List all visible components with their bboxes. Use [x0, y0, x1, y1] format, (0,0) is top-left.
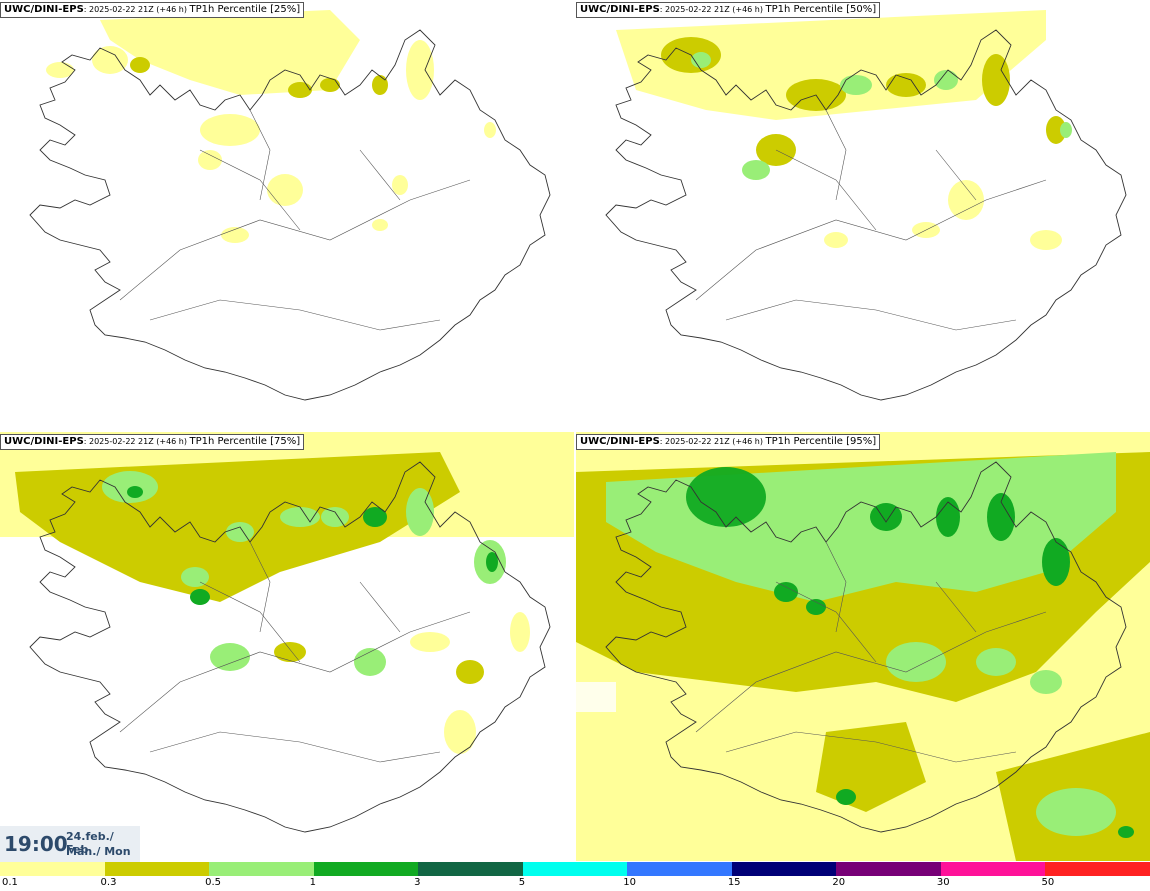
color-legend: 0.1 0.3 0.5 1 3 5 10 15 20 30 50: [0, 862, 1150, 891]
legend-label: 30: [936, 877, 950, 888]
valid-time-box: 19:00 24.feb./ Feb Mán./ Mon: [0, 826, 140, 862]
legend-swatch: [209, 862, 315, 876]
legend-label: 5: [518, 877, 526, 888]
coastline: [29, 461, 551, 833]
legend-swatch: [0, 862, 106, 876]
coastline: [605, 461, 1127, 833]
legend-swatch: [522, 862, 629, 876]
legend-label: 50: [1041, 877, 1055, 888]
legend-swatch: [104, 862, 211, 876]
legend-label: 1: [309, 877, 316, 888]
precip-map-p25: [29, 10, 551, 401]
panel-title: UWC/DINI-EPS: 2025-02-22 21Z (+46 h) TP1…: [0, 434, 305, 450]
precip-map-p50: [605, 10, 1127, 401]
legend-label: 15: [727, 877, 741, 888]
panel-title: UWC/DINI-EPS: 2025-02-22 21Z (+46 h) TP1…: [576, 2, 881, 18]
map-panel-p75: UWC/DINI-EPS: 2025-02-22 21Z (+46 h) TP1…: [0, 432, 574, 861]
legend-swatch: [940, 862, 1047, 876]
valid-hour: 19:00: [4, 832, 68, 856]
legend-label: 3: [414, 877, 421, 888]
valid-weekday: Mán./ Mon: [66, 845, 131, 858]
legend-label: 20: [832, 877, 846, 888]
legend-swatch: [627, 862, 733, 876]
valid-date: 24.feb./ Feb: [66, 830, 114, 856]
legend-swatch: [313, 862, 420, 876]
legend-label: 10: [623, 877, 636, 888]
map-panel-p50: UWC/DINI-EPS: 2025-02-22 21Z (+46 h) TP1…: [576, 0, 1150, 429]
map-panel-p95: UWC/DINI-EPS: 2025-02-22 21Z (+46 h) TP1…: [576, 432, 1150, 861]
legend-swatch: [1045, 862, 1150, 876]
panel-title: UWC/DINI-EPS: 2025-02-22 21Z (+46 h) TP1…: [576, 434, 881, 450]
panel-title: UWC/DINI-EPS: 2025-02-22 21Z (+46 h) TP1…: [0, 2, 305, 18]
coastline: [29, 29, 551, 401]
legend-swatch: [836, 862, 942, 876]
map-panel-p25: UWC/DINI-EPS: 2025-02-22 21Z (+46 h) TP1…: [0, 0, 574, 429]
precip-map-p75: [0, 432, 574, 833]
precip-map-p95: [576, 432, 1150, 861]
legend-label: 0.1: [2, 877, 18, 888]
legend-swatch: [731, 862, 838, 876]
legend-swatch: [418, 862, 524, 876]
legend-label: 0.5: [205, 877, 221, 888]
coastline: [605, 29, 1127, 401]
legend-label: 0.3: [100, 877, 117, 888]
